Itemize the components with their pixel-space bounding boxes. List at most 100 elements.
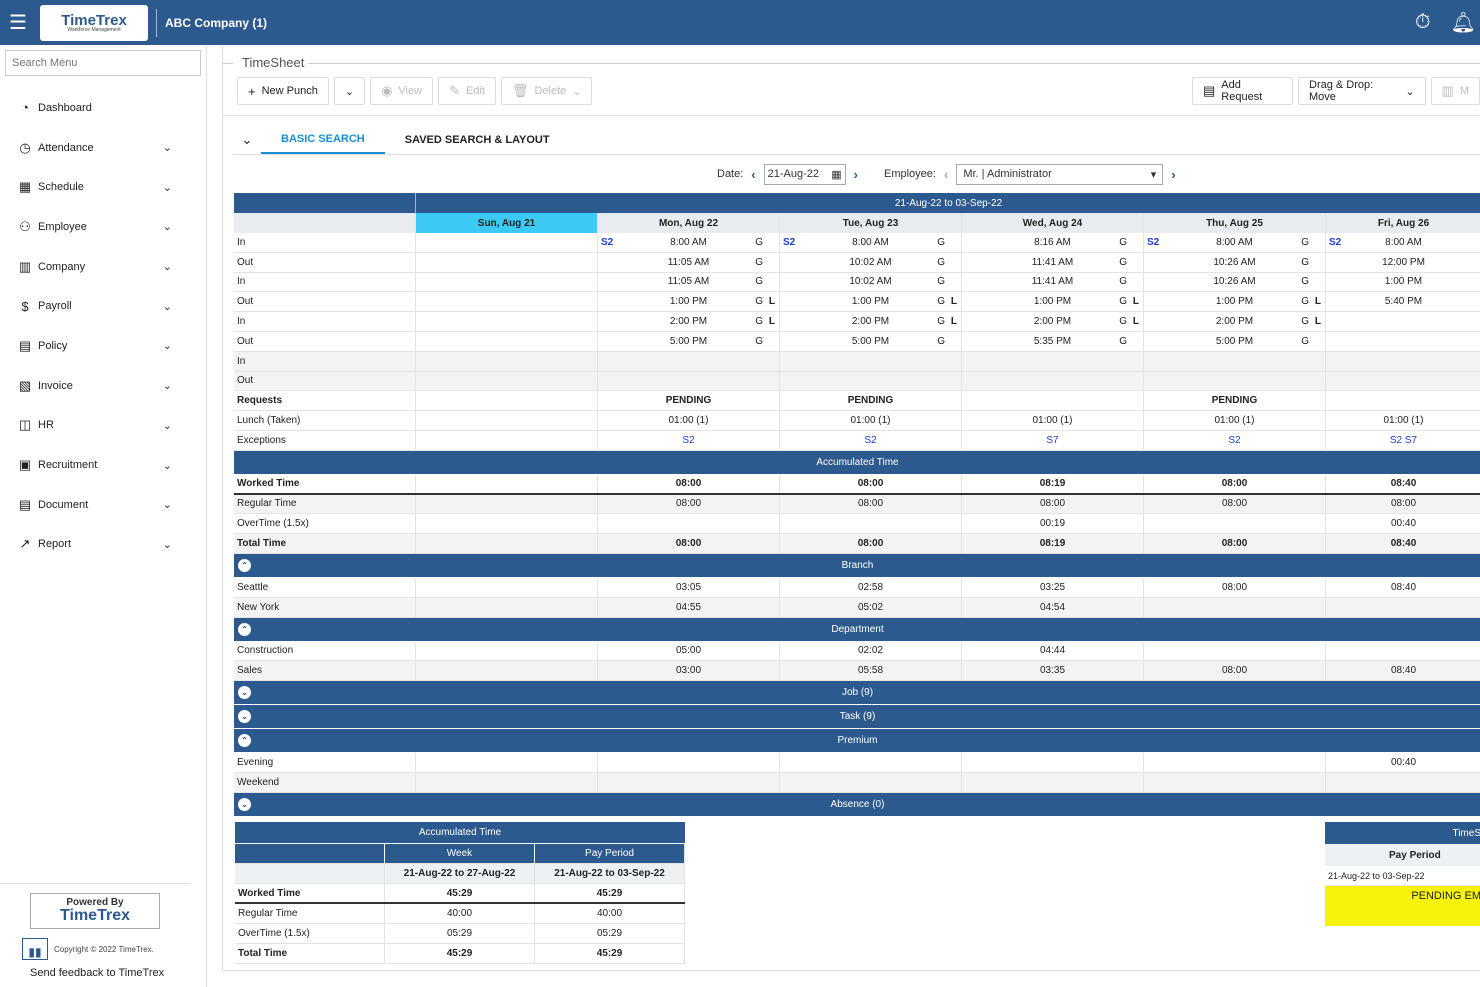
sidebar-item-policy[interactable]: ▤ Policy ⌄ — [0, 326, 206, 366]
section-header[interactable]: ⌃ Premium — [234, 729, 1480, 754]
day-header[interactable]: Mon, Aug 22 — [598, 213, 780, 233]
punch-cell[interactable]: 1:00 PM G L — [962, 292, 1144, 312]
punch-cell[interactable]: 11:41 AM G — [962, 252, 1144, 272]
punch-cell[interactable]: 5:00 PM G — [1144, 331, 1326, 351]
punch-cell[interactable]: 11:41 AM G — [962, 272, 1144, 292]
punch-cell[interactable]: S2 8:00 AM G — [780, 233, 962, 252]
section-header[interactable]: ⌃ Branch — [234, 553, 1480, 578]
section-header[interactable]: ⌄ Absence (0) — [234, 792, 1480, 817]
section-header[interactable]: ⌄ Job (9) — [234, 681, 1480, 706]
sidebar-item-payroll[interactable]: $ Payroll ⌄ — [0, 286, 206, 326]
sidebar-item-schedule[interactable]: ▦ Schedule ⌄ — [0, 167, 206, 207]
sidebar-item-report[interactable]: ↗ Report ⌄ — [0, 525, 206, 565]
sidebar-item-company[interactable]: ▥ Company ⌄ — [0, 247, 206, 287]
punch-cell[interactable]: 2:00 PM G L — [598, 312, 780, 331]
punch-cell[interactable]: 12:00 PM — [1326, 253, 1480, 272]
punch-cell[interactable] — [416, 233, 598, 252]
sidebar-item-recruitment[interactable]: ▣ Recruitment ⌄ — [0, 445, 206, 485]
punch-cell[interactable]: S2 8:00 AM — [1326, 233, 1480, 252]
sidebar-item-dashboard[interactable]: ◔ Dashboard — [0, 88, 206, 128]
punch-cell[interactable] — [780, 351, 962, 371]
exception-badge[interactable]: S2 — [601, 236, 614, 248]
punch-cell[interactable] — [780, 371, 962, 391]
hamburger-menu-icon[interactable]: ☰ — [9, 12, 27, 34]
punch-cell[interactable] — [416, 371, 598, 391]
section-header[interactable]: ⌄ Task (9) — [234, 705, 1480, 730]
stopwatch-icon[interactable]: ⏱ — [1415, 11, 1431, 33]
delete-button[interactable]: 🗑︎ Delete ⌄ — [500, 77, 593, 105]
search-menu-input[interactable] — [5, 50, 201, 76]
add-request-button[interactable]: ▤ Add Request — [1192, 77, 1294, 105]
new-punch-button[interactable]: + New Punch — [237, 77, 329, 105]
collapse-icon[interactable]: ⌃ — [238, 622, 251, 636]
calendar-icon[interactable]: ▦ — [831, 168, 842, 181]
punch-cell[interactable]: S2 8:00 AM G — [1144, 233, 1326, 252]
collapse-icon[interactable]: ⌃ — [238, 558, 251, 572]
section-header[interactable]: Accumulated Time — [234, 450, 1480, 475]
punch-cell[interactable] — [1144, 351, 1326, 371]
expand-icon[interactable]: ⌄ — [238, 710, 251, 724]
day-header[interactable]: Fri, Aug 26 — [1377, 217, 1430, 229]
day-header[interactable]: Wed, Aug 24 — [962, 213, 1144, 233]
collapse-chevron-icon[interactable]: ⌄ — [241, 131, 253, 147]
notification-bell-icon[interactable]: 🔔︎ — [1450, 12, 1476, 34]
punch-cell[interactable] — [416, 351, 598, 371]
punch-cell[interactable]: 2:00 PM G L — [962, 312, 1144, 331]
collapse-icon[interactable]: ⌃ — [238, 734, 251, 748]
prev-date-icon[interactable]: ‹ — [751, 166, 756, 182]
punch-cell[interactable]: S2 8:00 AM G — [598, 233, 780, 252]
sidebar-item-invoice[interactable]: ▧ Invoice ⌄ — [0, 366, 206, 406]
punch-cell[interactable]: 1:00 PM — [1326, 273, 1480, 292]
punch-cell[interactable] — [416, 272, 598, 292]
punch-cell[interactable] — [416, 252, 598, 272]
exception-badge[interactable]: S2 — [783, 236, 796, 248]
punch-cell[interactable] — [598, 371, 780, 391]
next-employee-icon[interactable]: › — [1171, 166, 1176, 182]
punch-cell[interactable]: 5:40 PM — [1326, 292, 1480, 311]
feedback-link[interactable]: Send feedback to TimeTrex — [30, 967, 165, 979]
prev-employee-icon[interactable]: ‹ — [943, 166, 949, 182]
punch-cell[interactable]: 10:02 AM G — [780, 252, 962, 272]
tab-basic-search[interactable]: BASIC SEARCH — [261, 125, 385, 154]
punch-cell[interactable] — [1144, 371, 1326, 391]
punch-cell[interactable] — [1326, 352, 1480, 371]
expand-icon[interactable]: ⌄ — [238, 686, 251, 700]
punch-cell[interactable]: 2:00 PM G L — [1144, 312, 1326, 331]
employee-select[interactable]: Mr. | Administrator ▾ — [956, 163, 1164, 185]
exception-badge[interactable]: S2 — [1147, 236, 1160, 248]
sidebar-item-document[interactable]: ▤ Document ⌄ — [0, 485, 206, 525]
company-name[interactable]: ABC Company (1) — [165, 15, 268, 30]
punch-cell[interactable]: 1:00 PM G L — [598, 292, 780, 312]
more-button[interactable]: ▥ M — [1430, 77, 1480, 105]
punch-cell[interactable]: 8:16 AM G — [962, 233, 1144, 252]
punch-cell[interactable]: 2:00 PM G L — [780, 312, 962, 331]
day-header[interactable]: Sun, Aug 21 — [416, 213, 598, 233]
tab-saved-search[interactable]: SAVED SEARCH & LAYOUT — [404, 133, 550, 146]
punch-cell[interactable] — [416, 331, 598, 351]
punch-cell[interactable] — [1326, 312, 1480, 331]
section-header[interactable]: ⌃ Department — [234, 617, 1480, 642]
punch-cell[interactable]: 1:00 PM G L — [1144, 292, 1326, 312]
edit-button[interactable]: ✎ Edit — [438, 77, 496, 105]
sidebar-item-hr[interactable]: ◫ HR ⌄ — [0, 406, 206, 446]
punch-cell[interactable]: 11:05 AM G — [598, 252, 780, 272]
punch-cell[interactable]: 5:00 PM G — [780, 331, 962, 351]
punch-cell[interactable] — [962, 371, 1144, 391]
punch-cell[interactable] — [1326, 372, 1480, 391]
verification-status[interactable]: PENDING EM — [1325, 886, 1480, 926]
timetrex-logo[interactable]: TimeTrex Workforce Management — [40, 4, 148, 41]
expand-icon[interactable]: ⌄ — [238, 797, 251, 811]
drag-drop-select[interactable]: Drag & Drop: Move ⌄ — [1298, 77, 1426, 105]
day-header[interactable]: Tue, Aug 23 — [780, 213, 962, 233]
punch-cell[interactable] — [416, 312, 598, 331]
powered-by-logo[interactable]: Powered By TimeTrex — [30, 893, 160, 929]
sidebar-item-attendance[interactable]: ◷ Attendance ⌄ — [0, 128, 206, 168]
sidebar-item-employee[interactable]: ⚇ Employee ⌄ — [0, 207, 206, 247]
punch-cell[interactable] — [1326, 332, 1480, 351]
next-date-icon[interactable]: › — [853, 166, 858, 182]
exception-badge[interactable]: S2 — [1329, 236, 1342, 248]
new-punch-dropdown[interactable]: ⌄ — [333, 77, 366, 105]
punch-cell[interactable] — [598, 351, 780, 371]
punch-cell[interactable]: 5:35 PM G — [962, 331, 1144, 351]
day-header[interactable]: Thu, Aug 25 — [1144, 213, 1326, 233]
